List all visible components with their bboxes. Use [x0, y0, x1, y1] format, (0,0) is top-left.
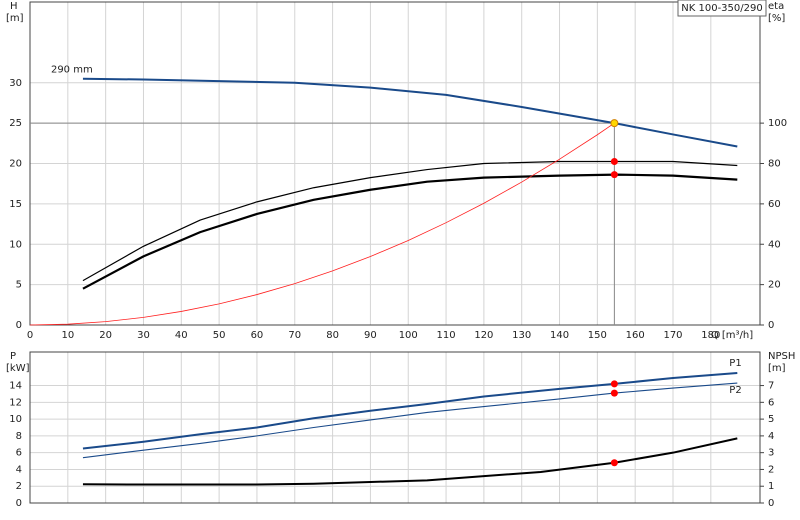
- x-tick-label: 60: [251, 330, 264, 341]
- y2-tick-label: 60: [768, 199, 781, 210]
- y-tick-label: 4: [16, 464, 22, 475]
- y-tick-label: 15: [9, 199, 22, 210]
- y-axis-label: P: [10, 351, 16, 362]
- y2-axis-label: eta: [768, 1, 784, 12]
- x-tick-label: 180: [701, 330, 720, 341]
- duty-point: [610, 171, 618, 179]
- y2-tick-label: 5: [768, 414, 774, 425]
- y-axis-label: [kW]: [6, 363, 30, 374]
- y-tick-label: 20: [9, 159, 22, 170]
- y2-tick-label: 1: [768, 481, 774, 492]
- x-tick-label: 10: [61, 330, 74, 341]
- x-tick-label: 80: [326, 330, 339, 341]
- y2-tick-label: 2: [768, 464, 774, 475]
- y-tick-label: 25: [9, 118, 22, 129]
- x-tick-label: 120: [474, 330, 493, 341]
- plot-frame: [29, 351, 761, 504]
- y-tick-label: 0: [16, 498, 22, 509]
- series-line: [29, 122, 615, 326]
- series-line: [82, 371, 738, 450]
- series-label: 290 mm: [51, 65, 93, 76]
- series-line: [82, 382, 738, 459]
- x-tick-label: 50: [213, 330, 226, 341]
- series-line: [82, 173, 738, 290]
- y-tick-label: 12: [9, 397, 22, 408]
- chart-title: NK 100-350/290: [681, 3, 762, 14]
- duty-point: [610, 157, 618, 165]
- series-label: P1: [729, 358, 741, 369]
- x-tick-label: 20: [99, 330, 112, 341]
- y2-tick-label: 100: [768, 118, 787, 129]
- x-tick-label: 40: [175, 330, 188, 341]
- x-tick-label: 150: [588, 330, 607, 341]
- y2-tick-label: 3: [768, 448, 774, 459]
- duty-point: [610, 389, 618, 397]
- x-tick-label: 0: [27, 330, 33, 341]
- y2-tick-label: 0: [768, 320, 774, 331]
- duty-point: [610, 119, 619, 128]
- x-tick-label: 160: [626, 330, 645, 341]
- y2-tick-label: 20: [768, 280, 781, 291]
- x-tick-label: 110: [437, 330, 456, 341]
- title-box: [677, 0, 767, 17]
- series-label: P2: [729, 385, 741, 396]
- y-tick-label: 14: [9, 381, 22, 392]
- y2-tick-label: 6: [768, 397, 774, 408]
- x-tick-label: 140: [550, 330, 569, 341]
- y-tick-label: 2: [16, 481, 22, 492]
- y-axis-label: [m]: [6, 13, 24, 24]
- x-tick-label: 30: [137, 330, 150, 341]
- series-line: [82, 77, 738, 148]
- y-tick-label: 10: [9, 239, 22, 250]
- y-tick-label: 0: [16, 320, 22, 331]
- y-tick-label: 8: [16, 431, 22, 442]
- y2-axis-label: NPSH: [768, 351, 795, 362]
- y2-axis-label: [%]: [768, 13, 785, 24]
- y2-tick-label: 0: [768, 498, 774, 509]
- y-axis-label: H: [10, 1, 18, 12]
- y-tick-label: 10: [9, 414, 22, 425]
- x-axis-label: Q [m³/h]: [711, 330, 753, 341]
- x-tick-label: 100: [399, 330, 418, 341]
- plot-frame: [29, 1, 761, 326]
- duty-point: [610, 380, 618, 388]
- x-tick-label: 90: [364, 330, 377, 341]
- y-tick-label: 6: [16, 448, 22, 459]
- y-tick-label: 5: [16, 280, 22, 291]
- y2-tick-label: 40: [768, 239, 781, 250]
- y-tick-label: 30: [9, 78, 22, 89]
- y2-tick-label: 4: [768, 431, 774, 442]
- y2-tick-label: 80: [768, 159, 781, 170]
- y2-tick-label: 7: [768, 381, 774, 392]
- duty-point: [610, 459, 618, 467]
- y2-axis-label: [m]: [768, 363, 786, 374]
- x-tick-label: 170: [663, 330, 682, 341]
- series-line: [82, 437, 738, 486]
- x-tick-label: 130: [512, 330, 531, 341]
- series-line: [82, 160, 738, 282]
- x-tick-label: 70: [288, 330, 301, 341]
